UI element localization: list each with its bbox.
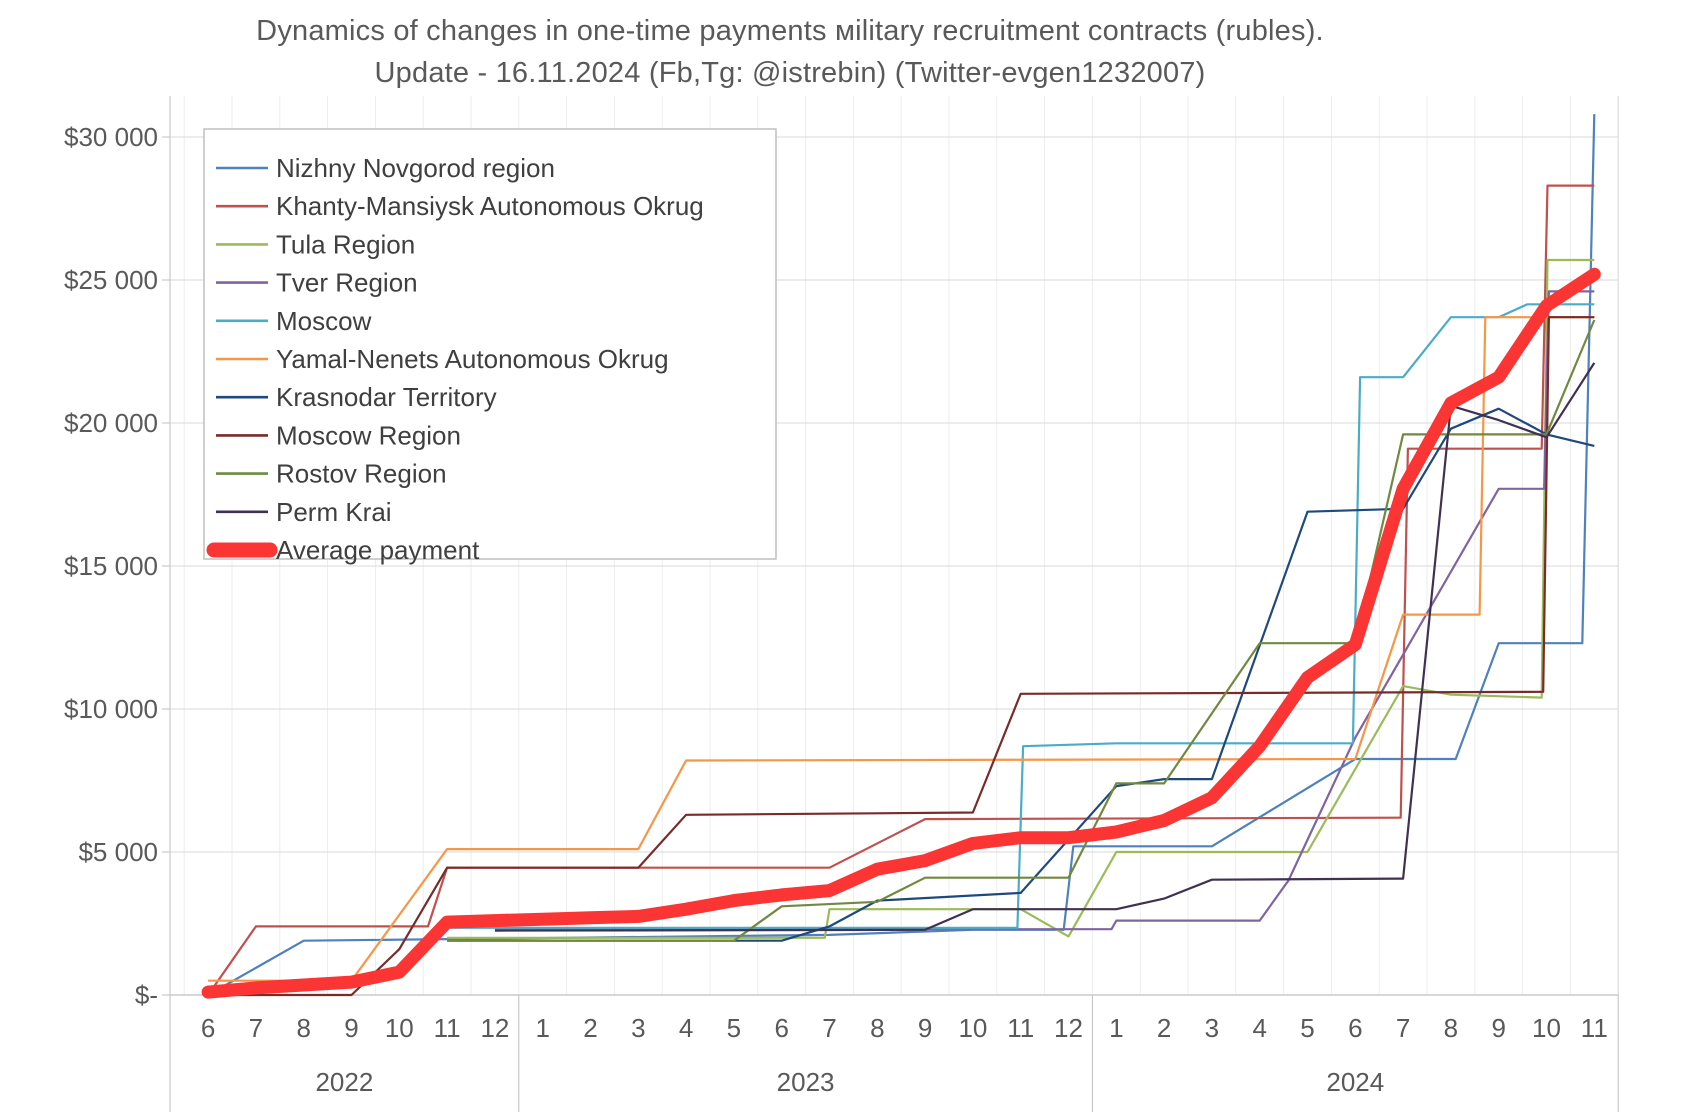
legend-label: Khanty-Mansiysk Autonomous Okrug <box>276 191 704 221</box>
series-line-average-payment <box>201 267 1601 999</box>
y-tick-label: $30 000 <box>64 122 158 152</box>
series-line-yamal-nenets-autonomous-okrug <box>208 316 1595 982</box>
x-year-label: 2022 <box>315 1067 373 1097</box>
y-tick-label: $- <box>135 980 158 1010</box>
x-month-label: 10 <box>1532 1013 1561 1043</box>
legend-label: Yamal-Nenets Autonomous Okrug <box>276 344 669 374</box>
x-month-label: 6 <box>774 1013 788 1043</box>
x-month-label: 6 <box>1348 1013 1362 1043</box>
x-month-label: 7 <box>822 1013 836 1043</box>
x-month-label: 12 <box>480 1013 509 1043</box>
x-month-label: 1 <box>1109 1013 1123 1043</box>
x-month-label: 9 <box>344 1013 358 1043</box>
x-month-label: 2 <box>583 1013 597 1043</box>
legend-label: Tula Region <box>276 229 415 259</box>
chart-subtitle: Update - 16.11.2024 (Fb,Tg: @istrebin) (… <box>374 57 1206 89</box>
series-line-khanty-mansiysk-autonomous-okrug <box>207 184 1595 996</box>
x-month-label: 10 <box>385 1013 414 1043</box>
x-month-label: 7 <box>1396 1013 1410 1043</box>
y-tick-label: $25 000 <box>64 265 158 295</box>
x-month-label: 11 <box>434 1013 461 1043</box>
x-month-label: 1 <box>535 1013 549 1043</box>
y-tick-label: $10 000 <box>64 694 158 724</box>
x-year-label: 2024 <box>1326 1067 1384 1097</box>
x-month-label: 11 <box>1581 1013 1608 1043</box>
legend-label: Moscow <box>276 306 372 336</box>
series-line-moscow <box>447 303 1595 929</box>
y-tick-label: $5 000 <box>78 837 158 867</box>
series-line-moscow-region <box>208 316 1595 997</box>
legend-label: Perm Krai <box>276 497 392 527</box>
x-month-label: 5 <box>1300 1013 1314 1043</box>
x-month-label: 8 <box>296 1013 310 1043</box>
x-month-label: 12 <box>1054 1013 1083 1043</box>
legend-label: Rostov Region <box>276 459 447 489</box>
legend-box <box>203 128 777 560</box>
series-line-tver-region <box>494 290 1595 931</box>
y-tick-label: $20 000 <box>64 408 158 438</box>
y-tick-label: $15 000 <box>64 551 158 581</box>
x-month-label: 11 <box>1007 1013 1034 1043</box>
chart-title-block: Dynamics of changes in one-time payments… <box>0 10 1580 94</box>
legend-label: Average payment <box>276 535 480 565</box>
legend-label: Tver Region <box>276 268 418 298</box>
x-month-label: 6 <box>201 1013 215 1043</box>
x-year-label: 2023 <box>777 1067 835 1097</box>
series-line-rostov-region <box>447 319 1596 942</box>
x-month-label: 7 <box>249 1013 263 1043</box>
x-month-label: 9 <box>1491 1013 1505 1043</box>
x-month-label: 2 <box>1157 1013 1171 1043</box>
series-line-tula-region <box>447 258 1595 939</box>
legend-label: Nizhny Novgorod region <box>276 153 555 183</box>
chart-title: Dynamics of changes in one-time payments… <box>256 15 1324 47</box>
legend-label: Moscow Region <box>276 420 461 450</box>
x-month-label: 10 <box>958 1013 987 1043</box>
x-month-label: 4 <box>1252 1013 1266 1043</box>
legend-label: Krasnodar Territory <box>276 382 497 412</box>
series-line-krasnodar-territory <box>447 407 1595 942</box>
x-month-label: 5 <box>727 1013 741 1043</box>
x-month-label: 3 <box>631 1013 645 1043</box>
x-month-label: 8 <box>1444 1013 1458 1043</box>
x-month-label: 3 <box>1205 1013 1219 1043</box>
series-line-perm-krai <box>494 362 1596 932</box>
x-month-label: 8 <box>870 1013 884 1043</box>
x-month-label: 9 <box>918 1013 932 1043</box>
x-month-label: 4 <box>679 1013 693 1043</box>
